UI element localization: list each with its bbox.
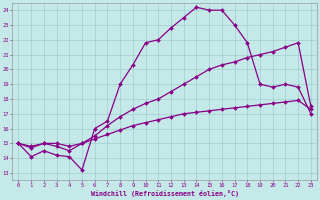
X-axis label: Windchill (Refroidissement éolien,°C): Windchill (Refroidissement éolien,°C): [91, 190, 239, 197]
